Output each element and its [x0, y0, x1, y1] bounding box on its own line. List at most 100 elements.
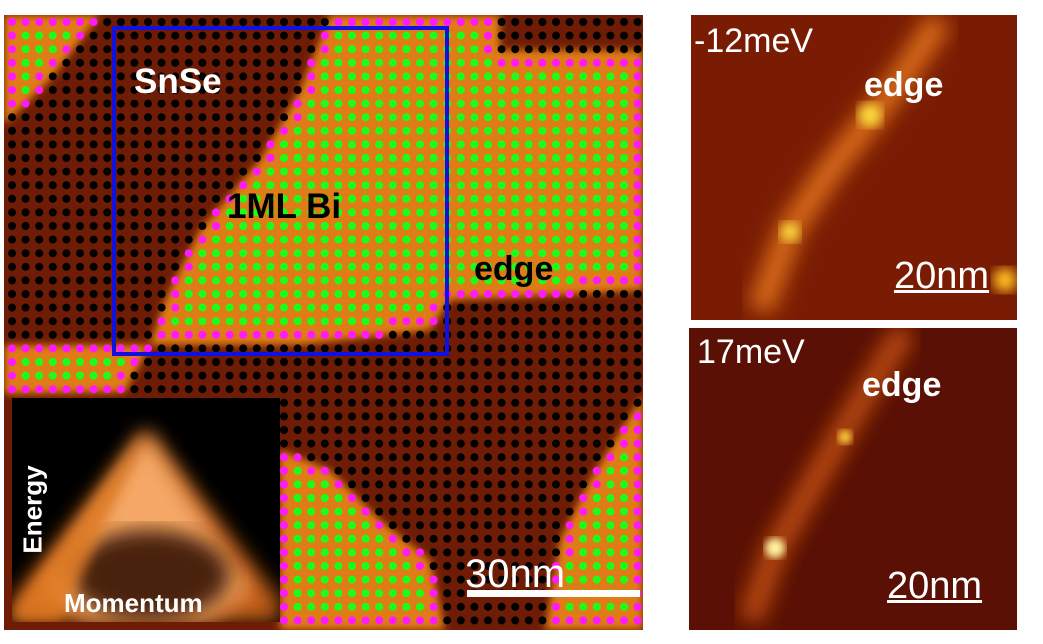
snse-dot — [307, 439, 316, 448]
snse-dot — [225, 31, 234, 40]
snse-dot — [388, 521, 397, 530]
snse-dot — [375, 507, 384, 516]
snse-dot — [35, 222, 44, 230]
snse-dot — [538, 521, 547, 530]
bi-dot — [429, 181, 438, 190]
snse-dot — [511, 317, 520, 326]
bi-dot — [552, 235, 560, 244]
edge-dot — [320, 330, 329, 339]
snse-dot — [21, 113, 30, 122]
snse-dot — [361, 344, 370, 353]
bi-dot — [375, 589, 384, 598]
snse-dot — [130, 371, 139, 380]
snse-dot — [484, 494, 492, 502]
snse-dot — [225, 86, 234, 94]
bi-dot — [320, 575, 329, 584]
snse-dot — [402, 534, 411, 543]
bi-dot — [606, 181, 615, 190]
snse-dot — [130, 303, 139, 312]
snse-dot — [212, 72, 220, 81]
edge-dot — [280, 480, 288, 489]
bi-dot — [565, 208, 574, 217]
snse-dot — [334, 385, 343, 394]
snse-dot — [606, 18, 615, 26]
bi-dot — [511, 113, 520, 122]
snse-dot — [388, 494, 397, 502]
edge-dot — [429, 317, 438, 326]
snse-dot — [35, 262, 44, 271]
snse-dot — [361, 494, 370, 502]
bi-dot — [361, 72, 370, 81]
snse-dot — [62, 262, 71, 271]
bi-dot — [592, 262, 601, 271]
bi-dot — [307, 208, 316, 217]
bi-dot — [35, 58, 44, 67]
edge-dot — [239, 181, 248, 190]
snse-dot — [511, 602, 520, 611]
snse-dot — [565, 494, 574, 502]
snse-dot — [21, 222, 30, 230]
bi-dot — [320, 548, 329, 557]
edge-dot — [416, 616, 424, 625]
edge-dot — [579, 276, 588, 285]
snse-dot — [239, 58, 248, 67]
snse-dot — [429, 330, 438, 339]
bi-dot — [456, 235, 465, 244]
bi-dot — [402, 290, 411, 298]
snse-dot — [511, 18, 520, 26]
bi-dot — [538, 86, 547, 94]
bi-dot — [266, 208, 275, 217]
bi-dot — [388, 45, 397, 54]
snse-dot — [62, 126, 71, 135]
snse-dot — [252, 86, 261, 94]
snse-dot — [606, 45, 615, 54]
snse-dot — [130, 222, 139, 230]
snse-dot — [443, 371, 452, 380]
bi-dot — [524, 72, 533, 81]
snse-dot — [212, 167, 220, 176]
edge-dot — [579, 616, 588, 625]
snse-dot — [348, 480, 356, 489]
snse-dot — [116, 72, 125, 81]
edge-dot — [184, 330, 193, 339]
bi-dot — [293, 181, 302, 190]
edge-dot — [524, 58, 533, 67]
bi-dot — [361, 99, 370, 108]
snse-dot — [171, 18, 180, 26]
snse-dot — [524, 426, 533, 434]
snse-dot — [361, 466, 370, 475]
edge-dot — [402, 18, 411, 26]
snse-dot — [21, 249, 30, 258]
snse-dot — [633, 18, 642, 26]
bi-dot — [388, 249, 397, 258]
snse-dot — [103, 222, 112, 230]
bi-dot — [511, 276, 520, 285]
edge-dot — [416, 548, 424, 557]
snse-dot — [484, 548, 492, 557]
snse-dot — [606, 290, 615, 298]
edge-dot — [48, 385, 57, 394]
bi-dot — [307, 303, 316, 312]
snse-dot — [184, 58, 193, 67]
snse-dot — [21, 262, 30, 271]
edge-dot — [375, 330, 384, 339]
bi-dot — [620, 466, 628, 475]
snse-dot — [456, 534, 465, 543]
snse-dot — [538, 398, 547, 407]
bi-dot — [484, 181, 492, 190]
snse-dot — [8, 222, 16, 230]
snse-dot — [592, 439, 601, 448]
snse-dot — [484, 371, 492, 380]
edge-dot — [307, 330, 316, 339]
bi-dot — [266, 167, 275, 176]
snse-dot — [524, 534, 533, 543]
bi-dot — [320, 303, 329, 312]
bi-dot — [266, 276, 275, 285]
snse-dot — [8, 126, 16, 135]
bi-dot — [470, 154, 479, 162]
bi-dot — [307, 480, 316, 489]
snse-dot — [116, 181, 125, 190]
snse-dot — [35, 113, 44, 122]
snse-dot — [524, 344, 533, 353]
edge-dot — [565, 534, 574, 543]
